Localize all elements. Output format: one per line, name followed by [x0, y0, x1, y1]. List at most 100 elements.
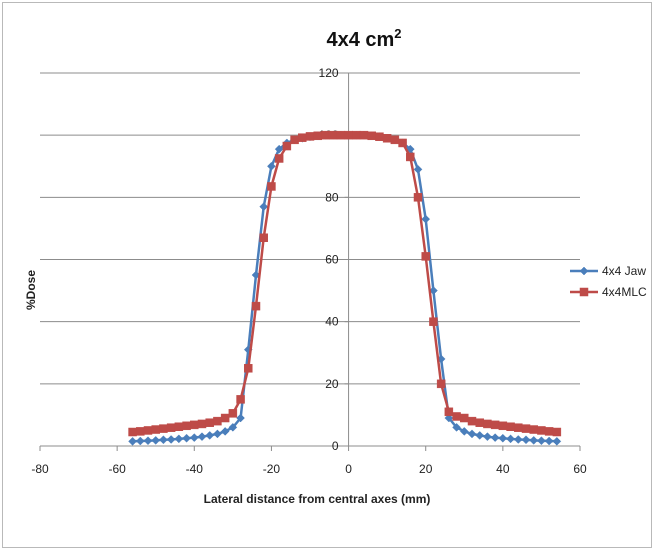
data-point: [390, 135, 400, 145]
data-point: [328, 130, 338, 140]
data-point: [197, 419, 207, 429]
data-point: [182, 421, 191, 431]
data-point: [490, 420, 500, 430]
data-point: [413, 193, 423, 202]
data-point: [498, 421, 508, 431]
data-point: [475, 418, 484, 427]
data-point: [467, 429, 477, 439]
series-layer: [128, 130, 562, 446]
data-point: [537, 436, 546, 446]
y-tick-label: 40: [325, 315, 339, 329]
data-point: [305, 132, 315, 141]
data-point: [514, 423, 523, 432]
data-point: [236, 395, 245, 404]
data-point: [182, 433, 191, 443]
data-point: [452, 412, 461, 421]
data-point: [298, 133, 307, 142]
data-point: [398, 138, 407, 148]
x-tick-label: -40: [186, 462, 204, 476]
data-point: [429, 317, 438, 326]
data-point: [274, 144, 284, 154]
data-point: [267, 161, 276, 171]
data-point: [197, 432, 207, 442]
data-point: [521, 424, 531, 433]
legend-label: 4x4MLC: [602, 285, 647, 299]
data-point: [475, 431, 485, 440]
x-tick-label: 40: [496, 462, 510, 476]
data-point: [259, 202, 269, 212]
y-tick-label: 20: [325, 377, 339, 391]
data-point: [135, 436, 145, 446]
data-point: [421, 252, 430, 261]
legend-swatch-marker: [579, 266, 589, 276]
x-tick-label: 60: [573, 462, 587, 476]
data-point: [444, 407, 454, 417]
data-point: [529, 425, 538, 434]
data-point: [459, 427, 469, 436]
data-point: [421, 214, 431, 224]
data-point: [159, 424, 168, 433]
data-point: [544, 427, 554, 436]
data-point: [382, 134, 392, 143]
y-tick-label: 0: [332, 439, 339, 453]
data-point: [205, 418, 214, 427]
data-point: [452, 422, 461, 432]
data-point: [159, 435, 168, 445]
data-point: [220, 427, 230, 436]
data-point: [359, 130, 369, 140]
data-point: [189, 433, 199, 442]
data-point: [282, 141, 292, 151]
data-point: [174, 434, 184, 444]
data-point: [436, 379, 446, 389]
x-tick-label: 20: [419, 462, 433, 476]
x-tick-label: -20: [263, 462, 281, 476]
x-tick-label: -80: [31, 462, 49, 476]
data-point: [166, 435, 176, 444]
data-point: [367, 131, 376, 141]
series-line: [132, 133, 557, 443]
data-point: [128, 427, 137, 437]
series-1: [128, 130, 562, 446]
data-point: [236, 413, 245, 423]
x-tick-label: -60: [108, 462, 126, 476]
data-point: [552, 436, 562, 446]
data-point: [244, 364, 253, 373]
x-tick-label: 0: [345, 462, 352, 476]
chart-title-superscript: 2: [394, 26, 401, 41]
data-point: [313, 131, 322, 141]
data-point: [228, 409, 238, 418]
data-point: [537, 426, 546, 435]
data-point: [413, 165, 423, 174]
data-point: [483, 419, 492, 429]
legend-item: 4x4MLC: [570, 285, 647, 299]
y-tick-label: 120: [319, 66, 339, 80]
data-point: [290, 135, 299, 145]
chart-title: 4x4 cm2: [326, 26, 401, 51]
x-axis-title: Lateral distance from central axes (mm): [204, 492, 431, 506]
data-point: [506, 434, 515, 444]
data-point: [166, 423, 176, 432]
data-point: [483, 432, 492, 442]
data-point: [513, 435, 523, 444]
data-point: [274, 154, 284, 163]
data-point: [498, 433, 508, 443]
data-point: [205, 431, 215, 440]
y-axis-title: %Dose: [24, 270, 38, 310]
data-point: [267, 182, 276, 191]
data-point: [344, 130, 353, 140]
data-point: [375, 132, 384, 141]
data-point: [143, 436, 153, 446]
data-point: [220, 413, 230, 423]
data-point: [336, 130, 346, 140]
grid-lines: [40, 72, 580, 385]
data-point: [406, 152, 415, 162]
data-point: [460, 413, 469, 423]
data-point: [259, 233, 268, 242]
data-point: [128, 436, 137, 446]
series-2: [128, 130, 562, 437]
legend-swatch-marker: [579, 287, 589, 297]
data-point: [490, 433, 500, 442]
series-line: [132, 133, 557, 434]
